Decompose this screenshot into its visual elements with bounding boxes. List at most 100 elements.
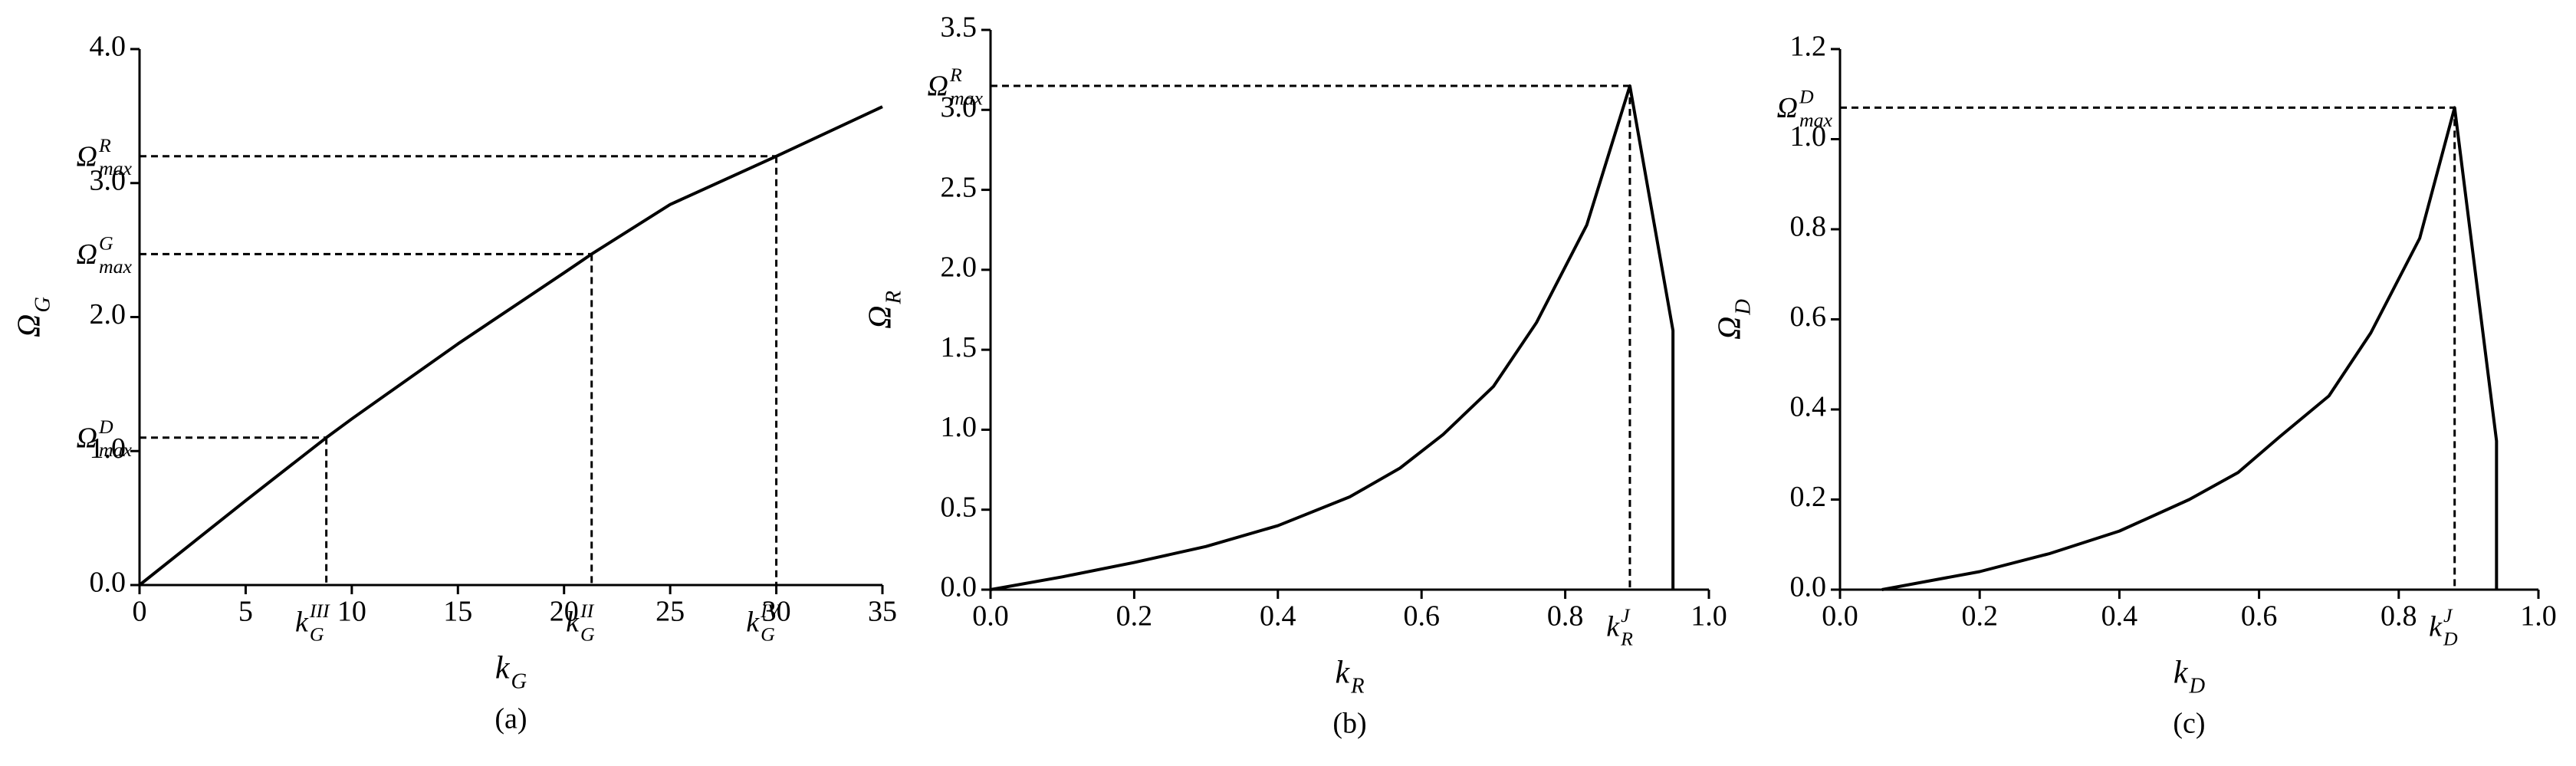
x-tick-label: 0 <box>133 596 147 628</box>
y-tick-label: 1.2 <box>1790 31 1827 63</box>
y-axis-label-base: Ω <box>1713 317 1748 340</box>
y-tick-label: 1.0 <box>90 432 127 465</box>
reference-x-label: k IVG <box>746 600 781 645</box>
y-tick-label: 3.0 <box>90 164 127 196</box>
reference-x-label-base: k <box>746 607 760 639</box>
x-tick-label: 0.2 <box>1961 600 1998 633</box>
data-line <box>138 105 883 587</box>
y-tick-label: 2.5 <box>941 171 978 203</box>
x-axis-label-base: k <box>1335 656 1350 691</box>
y-axis-label: ΩR <box>863 291 906 329</box>
y-axis-label-sub: R <box>882 291 906 304</box>
x-axis-label-base: k <box>2174 656 2189 691</box>
x-tick-label: 1.0 <box>1691 600 1727 633</box>
y-tick-label: 1.0 <box>941 411 978 443</box>
reference-y-label-sup: R <box>98 134 111 156</box>
y-tick-label: 3.5 <box>941 12 978 44</box>
reference-x-label-sub: G <box>310 623 324 645</box>
reference-x-label-sup: II <box>580 600 595 622</box>
reference-y-label-sub: max <box>99 157 133 179</box>
reference-x-label-base: k <box>295 607 309 639</box>
reference-y-label-sup: D <box>98 416 113 438</box>
reference-x-label-sub: G <box>580 623 595 645</box>
y-tick-label: 4.0 <box>90 31 127 63</box>
reference-y-label-sub: max <box>99 255 133 278</box>
reference-y-label-base: Ω <box>927 71 948 103</box>
x-tick-label: 20 <box>550 596 579 628</box>
reference-x-label-sub: R <box>1620 627 1633 649</box>
reference-x-label-sup: J <box>1621 604 1631 626</box>
y-axis-label: ΩD <box>1713 299 1756 340</box>
x-tick-label: 1.0 <box>2520 600 2557 633</box>
y-axis-label-sub: G <box>31 297 55 313</box>
x-tick-label: 0.6 <box>1403 600 1440 633</box>
x-tick-label: 30 <box>762 596 791 628</box>
y-tick-label: 0.0 <box>1790 571 1827 603</box>
reference-y-label-sub: max <box>99 439 133 461</box>
reference-y-label-sub: max <box>950 87 984 109</box>
y-tick-label: 2.0 <box>90 298 127 330</box>
y-tick-label: 0.5 <box>941 491 978 523</box>
reference-x-label-sup: III <box>309 600 330 622</box>
x-tick-label: 0.0 <box>1822 600 1858 633</box>
reference-y-label-sup: G <box>99 232 113 254</box>
y-tick-label: 0.4 <box>1790 391 1827 423</box>
y-tick-label: 0.2 <box>1790 481 1827 513</box>
x-tick-label: 10 <box>337 596 366 628</box>
y-axis-label: ΩG <box>12 297 55 337</box>
reference-x-label-sub: G <box>761 623 775 645</box>
reference-x-label: k IIG <box>566 600 595 645</box>
reference-y-label-base: Ω <box>76 238 97 271</box>
reference-x-label-base: k <box>2429 611 2443 643</box>
reference-y-label-base: Ω <box>1776 92 1797 124</box>
reference-y-label-base: Ω <box>76 422 97 454</box>
y-axis-label-base: Ω <box>863 306 899 329</box>
y-tick-label: 2.0 <box>941 251 978 284</box>
caption: (b) <box>1332 708 1366 740</box>
x-tick-label: 25 <box>656 596 685 628</box>
x-tick-label: 15 <box>443 596 472 628</box>
x-axis-label-base: k <box>495 651 511 686</box>
y-tick-label: 3.0 <box>941 91 978 123</box>
reference-x-label: k JR <box>1606 604 1633 649</box>
data-line <box>1881 106 2499 591</box>
data-line <box>990 84 1675 591</box>
x-tick-label: 0.0 <box>972 600 1009 633</box>
y-tick-label: 0.8 <box>1790 211 1827 243</box>
x-axis-label-sub: D <box>2189 675 2206 699</box>
x-axis-label-sub: R <box>1350 675 1364 699</box>
y-tick-label: 0.6 <box>1790 301 1827 333</box>
reference-x-label: k JD <box>2429 604 2458 649</box>
reference-x-label-sub: D <box>2443 627 2458 649</box>
x-tick-label: 5 <box>238 596 253 628</box>
reference-x-label-base: k <box>1606 611 1620 643</box>
x-tick-label: 0.8 <box>2380 600 2417 633</box>
y-tick-label: 0.0 <box>90 567 127 599</box>
x-tick-label: 35 <box>868 596 897 628</box>
y-tick-label: 1.0 <box>1790 120 1827 153</box>
y-axis-label-base: Ω <box>12 314 48 337</box>
x-axis-label-sub: G <box>511 670 527 694</box>
reference-y-label-base: Ω <box>76 141 97 173</box>
reference-y-label-sup: R <box>949 64 962 86</box>
caption: (a) <box>495 703 527 735</box>
reference-x-label-sup: J <box>2443 604 2453 626</box>
x-tick-label: 0.4 <box>1260 600 1296 633</box>
reference-x-label-base: k <box>566 607 580 639</box>
caption: (c) <box>2173 708 2205 740</box>
reference-y-label-sup: D <box>1799 85 1814 107</box>
x-tick-label: 0.4 <box>2101 600 2138 633</box>
x-tick-label: 0.6 <box>2241 600 2278 633</box>
y-tick-label: 1.5 <box>941 331 978 363</box>
x-tick-label: 0.8 <box>1547 600 1584 633</box>
y-axis-label-sub: D <box>1732 299 1756 316</box>
